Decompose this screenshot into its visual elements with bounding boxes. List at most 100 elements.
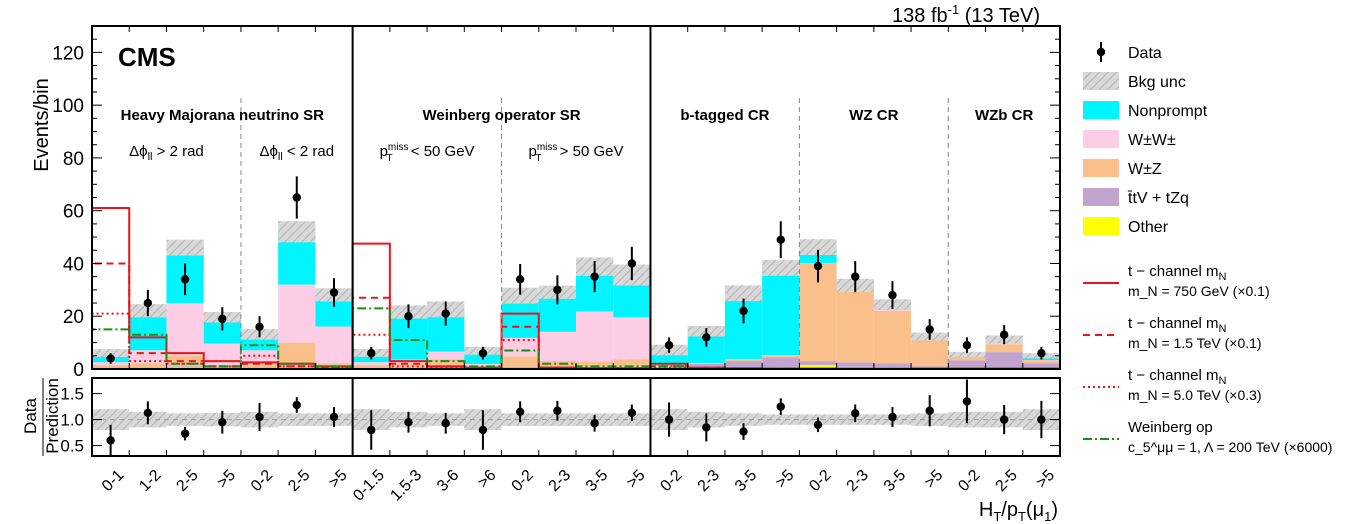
ratio-point (999, 415, 1009, 424)
x-tick-label: 1-2 (136, 467, 164, 495)
data-point (292, 193, 301, 202)
bar-W±W± (240, 350, 279, 364)
ratio-point (813, 420, 823, 429)
data-point (441, 309, 450, 318)
data-point (404, 312, 413, 321)
data-point (962, 341, 972, 350)
legend-label: W±Z (1128, 161, 1162, 178)
bar-t̄tV + tZq (762, 357, 800, 368)
x-tick-label: 3-5 (732, 467, 760, 495)
x-tick-label: >5 (922, 467, 947, 492)
x-tick-label: 0-1.5 (350, 467, 388, 505)
x-tick-label: 1.5-3 (387, 467, 425, 505)
legend-label: Bkg unc (1128, 74, 1186, 91)
bar-t̄tV + tZq (687, 363, 725, 368)
bar-W±Z (129, 363, 167, 368)
subregion-label: Δϕll < 2 rad (259, 143, 334, 163)
x-tick-label: >5 (773, 467, 798, 492)
bar-W±W± (873, 309, 912, 311)
y-tick-label: 120 (52, 43, 84, 64)
y-axis-label: Events/bin (31, 78, 53, 171)
ratio-point (888, 412, 897, 422)
region-label: Weinberg operator SR (422, 107, 580, 124)
bar-W±W± (538, 331, 576, 361)
x-tick-label: >5 (326, 467, 351, 492)
ratio-point (441, 419, 450, 428)
bar-W±Z (873, 310, 912, 364)
x-tick-label: 2-5 (173, 467, 201, 495)
ratio-y-tick-label: 0.5 (60, 437, 84, 456)
bkg-unc-band (724, 285, 763, 302)
ratio-point (106, 436, 115, 445)
legend-label: t − channel mN (1128, 367, 1226, 387)
x-tick-label: 2-3 (546, 467, 574, 495)
ratio-point (329, 412, 339, 422)
x-tick-label: 0-2 (657, 467, 685, 495)
legend-label: W±W± (1128, 132, 1176, 149)
data-point (776, 235, 785, 244)
legend-label: Data (1128, 45, 1162, 62)
legend-swatch (1083, 130, 1119, 148)
bar-W±W± (576, 311, 614, 362)
data-point (664, 341, 674, 350)
bar-W±Z (501, 356, 539, 367)
bar-W±W± (724, 359, 763, 360)
subregion-label: pmiss T < 50 GeV (380, 142, 475, 164)
legend-swatch (1083, 188, 1119, 206)
bkg-unc-band (166, 239, 204, 256)
ratio-y-label-denominator: Prediction (43, 378, 62, 454)
ratio-point (739, 427, 748, 436)
data-point (255, 322, 264, 331)
legend-label: t − channel mN (1128, 263, 1226, 283)
legend-label: Weinberg op (1128, 419, 1213, 436)
ratio-point (478, 425, 488, 435)
bar-W±Z (166, 355, 204, 367)
bar-W±W± (762, 355, 800, 356)
legend-label: t − channel mN (1128, 315, 1226, 335)
bar-W±Z (836, 291, 874, 363)
y-tick-label: 80 (63, 149, 84, 170)
bar-W±Z (948, 356, 986, 361)
legend-swatch (1083, 101, 1119, 119)
ratio-point (664, 415, 674, 424)
x-tick-label: >5 (1033, 467, 1058, 492)
bar-W±Z (538, 360, 576, 368)
bar-W±Z (613, 359, 651, 368)
bar-W±W± (1022, 360, 1060, 361)
bar-W±W± (427, 351, 465, 360)
data-point (813, 261, 823, 271)
bkg-unc-band (948, 351, 986, 358)
legend-label: t̄tV + tZq (1127, 190, 1189, 207)
x-tick-label: 3-5 (881, 467, 909, 495)
ratio-point (367, 425, 376, 435)
data-point (590, 272, 599, 281)
legend-swatch (1083, 159, 1119, 177)
legend-data-swatch (1096, 47, 1106, 57)
bar-Other (799, 365, 837, 369)
x-tick-label: 0-2 (509, 467, 537, 495)
ratio-y-tick-label: 1.0 (60, 411, 84, 430)
bkg-unc-band (278, 221, 316, 243)
x-tick-label: 0-2 (955, 467, 983, 495)
bkg-unc-band (762, 260, 800, 276)
ratio-point (404, 418, 413, 427)
legend-label: m_N = 5.0 TeV (×0.3) (1128, 387, 1262, 403)
ratio-point (962, 397, 972, 406)
bar-W±Z (92, 364, 130, 368)
bar-t̄tV + tZq (92, 367, 130, 369)
bar-t̄tV + tZq (948, 360, 986, 369)
lumi-label: 138 fb-1 (13 TeV) (892, 2, 1040, 27)
data-point (515, 275, 525, 284)
data-point (143, 298, 153, 308)
y-tick-label: 100 (52, 96, 84, 117)
bar-W±Z (352, 364, 390, 368)
legend-label: c_5^μμ = 1, Λ = 200 TeV (×6000) (1128, 439, 1332, 455)
legend-label: m_N = 750 GeV (×0.1) (1128, 283, 1270, 299)
ratio-point (255, 412, 264, 422)
bar-W±Z (985, 344, 1023, 353)
bar-W±Z (278, 342, 316, 367)
y-tick-label: 0 (73, 360, 84, 381)
data-point (851, 272, 860, 281)
ratio-point (776, 402, 785, 411)
